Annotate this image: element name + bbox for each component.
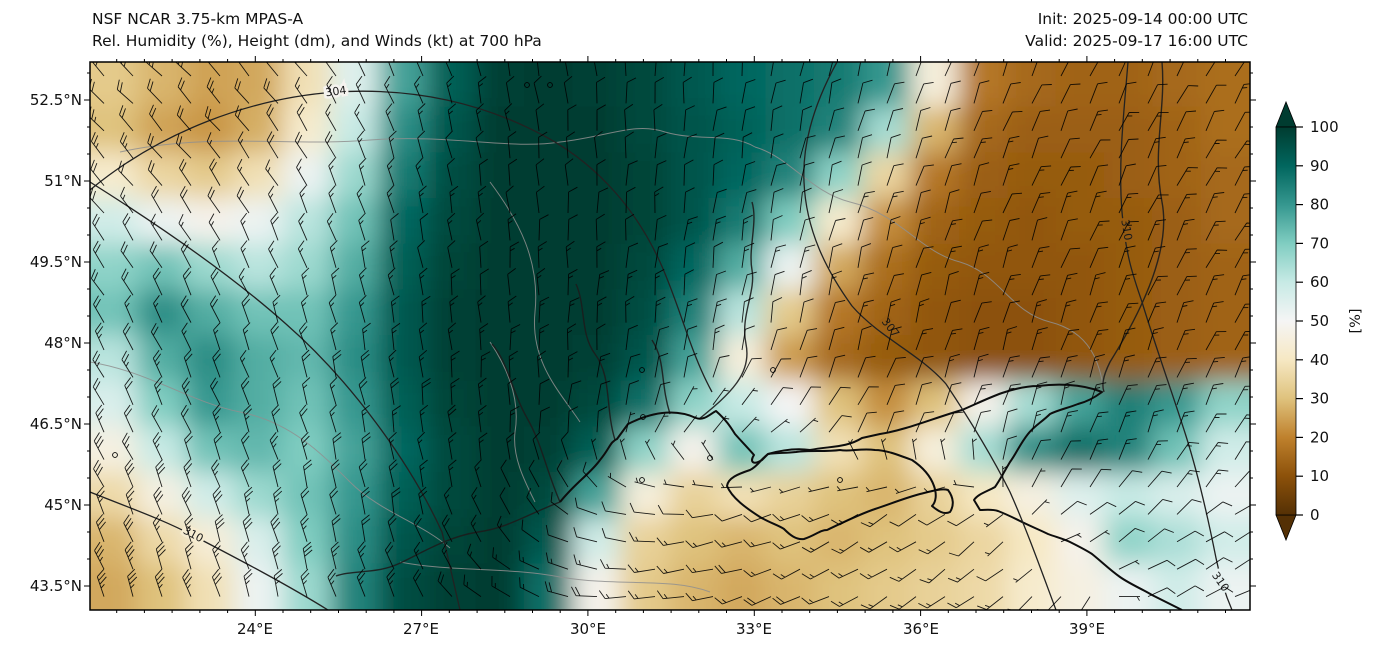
- colorbar-tick-label: 50: [1310, 312, 1329, 330]
- lon-tick-label: 33°E: [735, 620, 773, 638]
- contour-label: 304: [325, 84, 348, 100]
- colorbar-tick-label: 100: [1310, 118, 1339, 136]
- lat-tick-label: 43.5°N: [29, 577, 82, 595]
- contour-label: 310: [1118, 218, 1134, 241]
- colorbar-tick-label: 10: [1310, 467, 1329, 485]
- colorbar-tick-label: 70: [1310, 234, 1329, 252]
- lat-tick-label: 52.5°N: [29, 91, 82, 109]
- lat-tick-label: 49.5°N: [29, 253, 82, 271]
- chart-title: NSF NCAR 3.75-km MPAS-A: [92, 10, 304, 28]
- lon-tick-label: 24°E: [236, 620, 274, 638]
- lat-tick-label: 51°N: [44, 172, 82, 190]
- map-panel: 304 307 310 310 310: [78, 50, 1262, 622]
- lon-tick-label: 30°E: [569, 620, 607, 638]
- colorbar-tick-label: 40: [1310, 351, 1329, 369]
- colorbar-tick-label: 30: [1310, 390, 1329, 408]
- lon-tick-label: 39°E: [1068, 620, 1106, 638]
- colorbar-tick-label: 20: [1310, 428, 1329, 446]
- colorbar-tick-label: 0: [1310, 506, 1320, 524]
- colorbar-unit-label: [%]: [1348, 308, 1364, 333]
- chart-subtitle: Rel. Humidity (%), Height (dm), and Wind…: [92, 32, 542, 50]
- humidity-field: [90, 62, 1250, 610]
- lon-tick-label: 36°E: [902, 620, 940, 638]
- coastlines: [90, 62, 1183, 610]
- lon-tick-label: 27°E: [402, 620, 440, 638]
- init-time: Init: 2025-09-14 00:00 UTC: [1037, 10, 1248, 28]
- lat-tick-label: 46.5°N: [29, 415, 82, 433]
- colorbar-tick-label: 80: [1310, 196, 1329, 214]
- colorbar-tick-label: 90: [1310, 157, 1329, 175]
- wind-barbs: [90, 62, 1250, 610]
- valid-time: Valid: 2025-09-17 16:00 UTC: [1025, 32, 1248, 50]
- lat-tick-label: 45°N: [44, 496, 82, 514]
- map-frame: [84, 56, 1256, 616]
- colorbar-svg: 0 10 20 30 40 50 60 70 80 90 100 [%]: [1275, 100, 1364, 542]
- lat-tick-label: 48°N: [44, 334, 82, 352]
- colorbar: 0 10 20 30 40 50 60 70 80 90 100 [%]: [1268, 100, 1378, 570]
- colorbar-tick-label: 60: [1310, 273, 1329, 291]
